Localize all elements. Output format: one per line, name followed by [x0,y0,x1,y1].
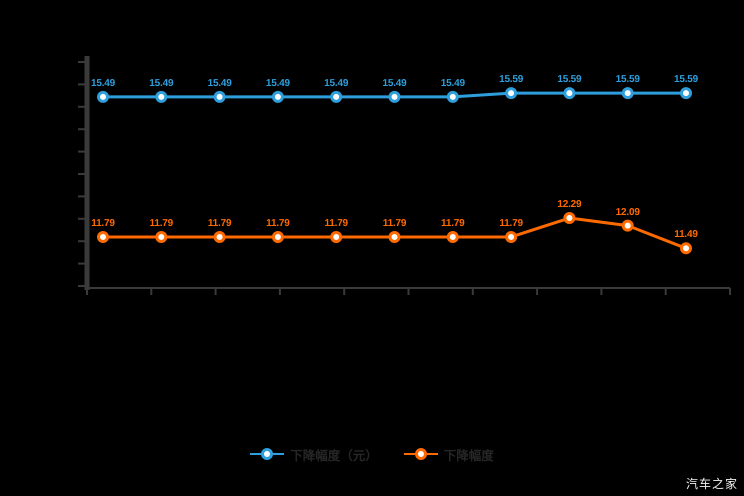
data-point-label: 11.49 [674,229,698,241]
data-point-marker [621,219,634,232]
orange-circle-marker-icon [403,447,438,461]
data-point-label: 15.49 [440,77,465,89]
data-point-label: 15.49 [149,77,174,89]
series-markers-lower [97,212,692,255]
data-point-marker [330,90,343,103]
data-point-marker [388,230,401,243]
data-point-marker [446,230,459,243]
data-point-marker [330,230,343,243]
legend-label-upper: 下降幅度（元） [290,448,378,463]
data-point-marker [621,87,634,100]
data-point-marker [213,90,226,103]
data-point-marker [388,90,401,103]
data-point-label: 15.59 [673,74,699,86]
data-point-marker [155,230,168,243]
data-point-label: 15.49 [324,77,349,89]
data-point-label: 11.79 [382,217,407,229]
y-axis-ticks [78,61,86,287]
legend-item-lower[interactable]: 下降幅度 [403,445,494,464]
data-point-marker [446,90,459,103]
data-point-label: 12.09 [615,206,640,218]
data-point-label: 11.79 [91,217,115,229]
data-point-label: 11.79 [266,217,290,229]
data-point-marker [155,90,168,103]
data-point-label: 11.79 [149,217,174,229]
data-point-marker [505,87,518,100]
legend-label-lower: 下降幅度 [443,448,494,463]
chart-axes [84,56,730,290]
x-axis-ticks [86,288,731,295]
data-point-marker [97,90,109,103]
data-point-marker [563,212,576,225]
legend-item-upper[interactable]: 下降幅度（元） [250,445,378,464]
data-point-label: 12.29 [557,199,582,211]
data-point-marker [213,230,226,243]
data-point-label: 11.79 [499,217,523,229]
data-point-label: 11.79 [441,217,465,229]
data-point-marker [680,242,692,255]
data-point-label: 11.79 [324,217,348,229]
data-point-marker [563,87,576,100]
data-point-marker [97,230,109,243]
watermark: 汽车之家 [685,477,738,491]
data-point-label: 15.49 [90,77,116,89]
data-point-label: 11.79 [207,217,232,229]
data-point-label: 15.49 [382,77,407,89]
data-point-label: 15.59 [615,74,640,86]
data-point-label: 15.59 [557,74,582,86]
series-markers-upper [97,87,692,103]
data-point-label: 15.49 [265,77,290,89]
data-point-marker [680,87,692,100]
data-point-marker [271,230,284,243]
data-point-label: 15.49 [207,77,232,89]
chart-legend: 下降幅度（元） 下降幅度 [0,441,744,467]
data-point-marker [271,90,284,103]
data-point-marker [505,230,518,243]
blue-circle-marker-icon [250,447,285,461]
data-point-label: 15.59 [499,74,524,86]
